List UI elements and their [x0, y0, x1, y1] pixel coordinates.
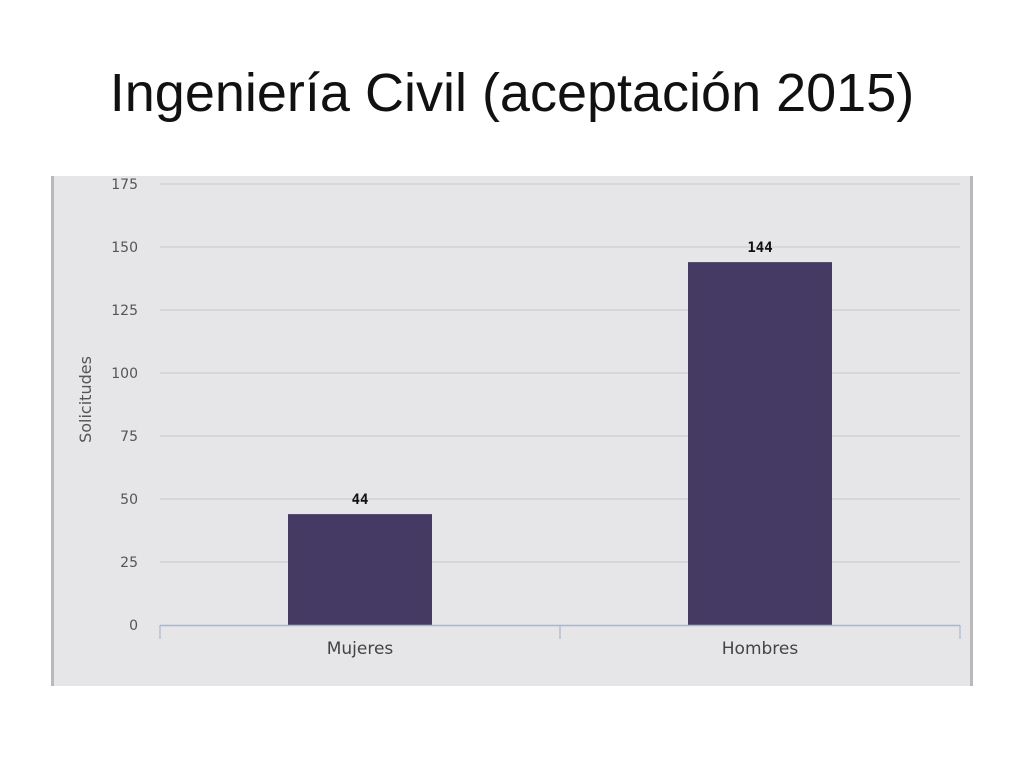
y-tick-label: 175	[111, 177, 138, 193]
chart-area: 0 25 50 75 100 125 150 175 Solicitudes Mujeres H…	[51, 176, 973, 686]
y-tick-label: 150	[111, 240, 138, 256]
gridlines	[160, 183, 960, 563]
x-axis	[159, 624, 961, 639]
x-category-label: Hombres	[722, 639, 799, 659]
bar-hombres	[688, 262, 832, 625]
y-axis-title: Solicitudes	[76, 356, 95, 443]
x-category-label: Mujeres	[327, 639, 394, 659]
bar-chart: 0 25 50 75 100 125 150 175 Solicitudes Mujeres H…	[76, 177, 961, 659]
y-tick-label: 25	[120, 555, 138, 571]
slide-title: Ingeniería Civil (aceptación 2015)	[109, 63, 915, 123]
y-tick-label: 125	[111, 303, 138, 319]
y-axis-ticks: 0 25 50 75 100 125 150 175	[111, 177, 138, 634]
data-label: 44	[352, 492, 369, 508]
bar-mujeres	[288, 514, 432, 625]
x-axis-categories: Mujeres Hombres	[327, 639, 799, 659]
y-tick-label: 75	[120, 429, 138, 445]
y-tick-label: 100	[111, 366, 138, 382]
data-labels: 44 144	[352, 240, 773, 508]
bars	[288, 262, 832, 625]
y-tick-label: 0	[129, 618, 138, 634]
data-label: 144	[747, 240, 772, 256]
y-tick-label: 50	[120, 492, 138, 508]
